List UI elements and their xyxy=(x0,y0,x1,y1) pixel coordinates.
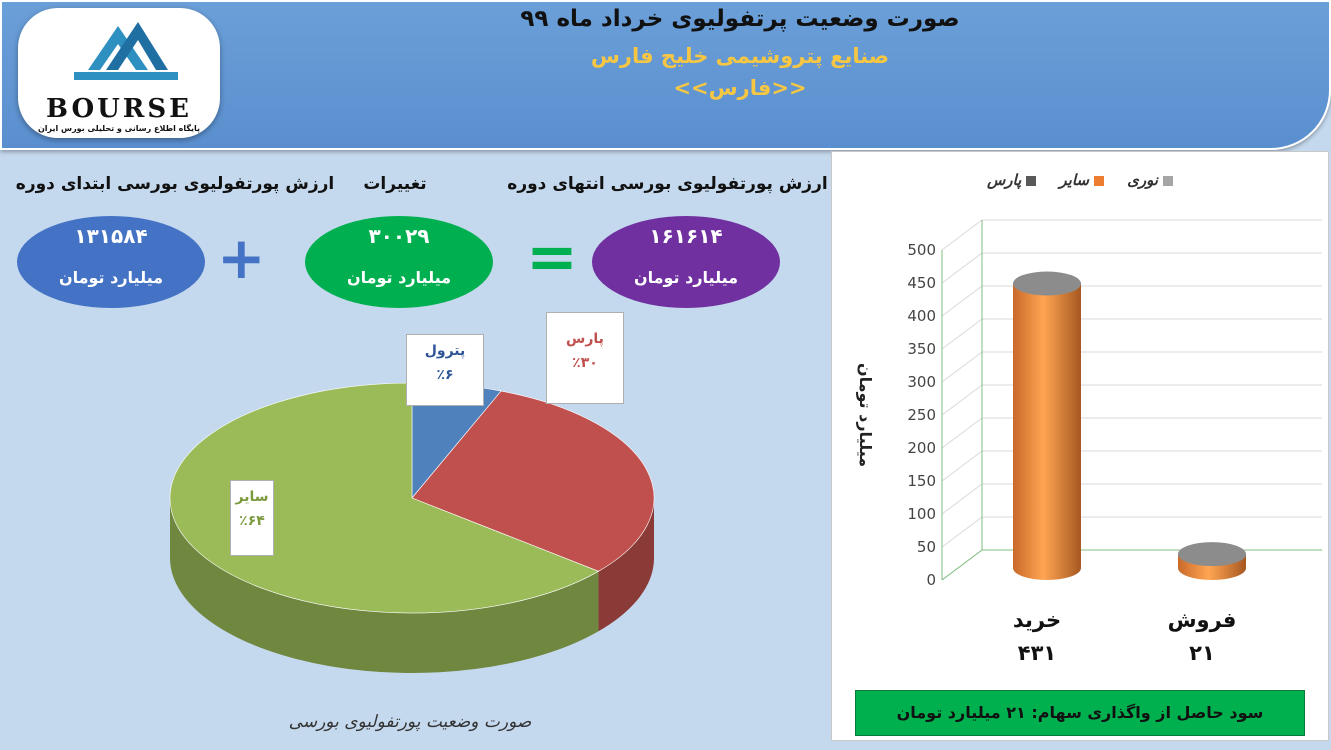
change-unit: میلیارد تومان xyxy=(346,268,452,287)
y-tick-label: 0 xyxy=(926,571,936,589)
grid-diag-2 xyxy=(941,285,983,317)
bar-chart-panel: نوری سایر پارس 500 450 400 350 300 250 200 150 1… xyxy=(831,151,1329,741)
chart-legend: نوری سایر پارس xyxy=(832,170,1328,189)
pie-side-1 xyxy=(598,498,654,632)
legend-item-pars: پارس xyxy=(986,171,1037,189)
bar-top-1 xyxy=(1178,542,1246,567)
start-unit: میلیارد تومان xyxy=(58,268,164,287)
pie-side-2 xyxy=(170,498,599,673)
pie-label-other: سایر ٪۶۴ xyxy=(230,480,274,556)
change-value-ellipse: ۳۰۰۲۹ میلیارد تومان xyxy=(305,216,493,308)
y-tick-label: 450 xyxy=(907,274,936,292)
y-tick-label: 250 xyxy=(907,406,936,424)
legend-label-other: سایر xyxy=(1059,171,1089,189)
grid-diag-6 xyxy=(941,417,983,449)
change-value: ۳۰۰۲۹ xyxy=(368,224,430,248)
logo: BOURSE پایگاه اطلاع رسانی و تحلیلی بورس … xyxy=(18,8,220,138)
legend-item-other: سایر xyxy=(1059,171,1104,189)
bar-value-label: ۲۱ xyxy=(1189,641,1215,665)
grid-diag-8 xyxy=(941,483,983,515)
start-value: ۱۳۱۵۸۴ xyxy=(74,224,148,248)
legend-swatch-pars xyxy=(1026,175,1037,186)
pie-label-other-pct: ٪۶۴ xyxy=(239,513,265,529)
start-value-label: ارزش پورتفولیوی بورسی ابتدای دوره xyxy=(15,174,335,194)
y-tick-label: 100 xyxy=(907,505,936,523)
grid-diag-4 xyxy=(941,351,983,383)
legend-label-pars: پارس xyxy=(986,171,1022,189)
grid-diag-3 xyxy=(941,318,983,350)
ticker-symbol: <<فارس>> xyxy=(673,76,807,100)
bar-0 xyxy=(1013,283,1081,580)
pie-caption: صورت وضعیت پورتفولیوی بورسی xyxy=(288,712,532,732)
start-value-ellipse: ۱۳۱۵۸۴ میلیارد تومان xyxy=(17,216,205,308)
pie-slice-1 xyxy=(411,390,655,572)
grid-diag-7 xyxy=(941,450,983,482)
bar-value-label: ۴۳۱ xyxy=(1018,641,1056,665)
x-tick-label: خرید xyxy=(1013,608,1061,632)
pie-label-petrol-name: پترول xyxy=(424,343,466,359)
profit-summary-box: سود حاصل از واگذاری سهام: ۲۱ میلیارد توم… xyxy=(855,690,1305,736)
grid-diag-1 xyxy=(941,252,983,284)
y-axis-label: میلیارد تومان xyxy=(856,363,875,467)
y-tick-label: 50 xyxy=(917,538,936,556)
y-tick-label: 500 xyxy=(907,241,936,259)
grid-diag-5 xyxy=(941,384,983,416)
pie-slice-2 xyxy=(169,382,600,614)
floor-edge xyxy=(941,549,983,581)
equals-icon: = xyxy=(526,220,578,293)
pie-label-petrol: پترول ٪۶ xyxy=(406,334,484,406)
pie-label-pars: پارس ٪۳۰ xyxy=(546,312,624,404)
legend-item-noori: نوری xyxy=(1127,171,1173,189)
legend-swatch-noori xyxy=(1163,175,1173,186)
grid-diag-9 xyxy=(941,516,983,548)
company-name: صنایع پتروشیمی خلیج فارس xyxy=(590,44,890,68)
end-unit: میلیارد تومان xyxy=(633,268,739,287)
x-tick-label: فروش xyxy=(1168,608,1237,632)
y-tick-label: 350 xyxy=(907,340,936,358)
pie-label-pars-pct: ٪۳۰ xyxy=(572,355,598,371)
portfolio-pie-chart xyxy=(169,382,655,673)
end-value-label: ارزش پورتفولیوی بورسی انتهای دوره xyxy=(507,174,828,194)
plus-icon: + xyxy=(217,224,266,292)
y-tick-label: 300 xyxy=(907,373,936,391)
pie-label-petrol-pct: ٪۶ xyxy=(436,367,454,383)
bourse-logo-icon xyxy=(74,22,178,80)
bar-top-0 xyxy=(1013,271,1081,296)
y-tick-label: 200 xyxy=(907,439,936,457)
grid-diag-0 xyxy=(941,219,983,251)
page-title: صورت وضعیت پرتفولیوی خرداد ماه ۹۹ xyxy=(520,6,960,32)
end-value-ellipse: ۱۶۱۶۱۴ میلیارد تومان xyxy=(592,216,780,308)
logo-tagline: پایگاه اطلاع رسانی و تحلیلی بورس ایران xyxy=(37,124,201,133)
header-banner xyxy=(0,0,1331,150)
y-tick-label: 400 xyxy=(907,307,936,325)
pie-label-pars-name: پارس xyxy=(566,331,604,347)
change-label: تغییرات xyxy=(363,174,427,194)
logo-wordmark: BOURSE xyxy=(46,94,192,124)
legend-label-noori: نوری xyxy=(1127,171,1158,189)
y-tick-label: 150 xyxy=(907,472,936,490)
pie-label-other-name: سایر xyxy=(235,489,269,505)
end-value: ۱۶۱۶۱۴ xyxy=(649,224,723,248)
legend-swatch-other xyxy=(1093,175,1104,186)
